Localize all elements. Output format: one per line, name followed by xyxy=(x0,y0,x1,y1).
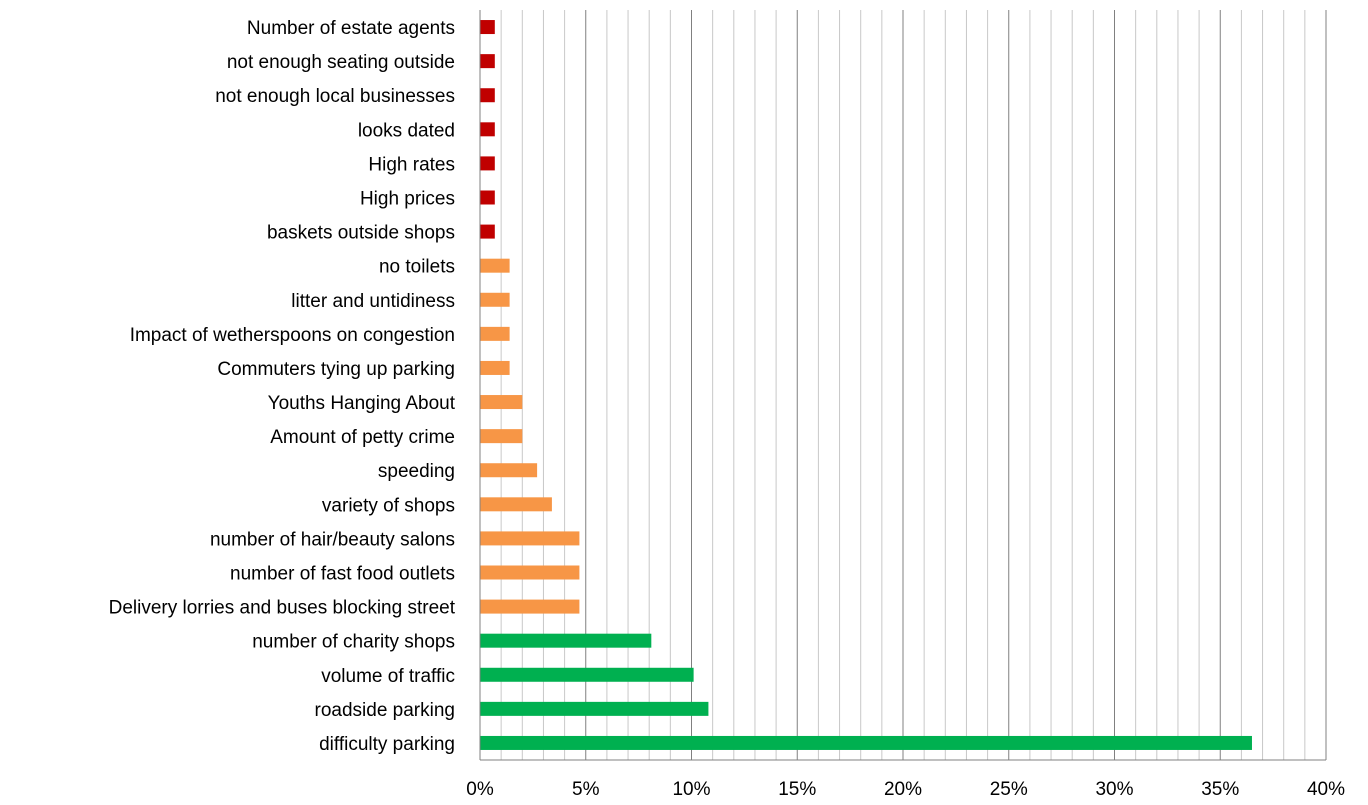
category-label: High prices xyxy=(360,189,455,210)
x-tick-label: 40% xyxy=(1307,779,1345,800)
bars xyxy=(480,20,1252,750)
bar-6 xyxy=(480,190,495,205)
category-label: baskets outside shops xyxy=(267,223,455,244)
bar-14 xyxy=(480,463,538,478)
bar-12 xyxy=(480,395,523,410)
category-label: speeding xyxy=(378,461,455,482)
x-tick-label: 20% xyxy=(884,779,922,800)
category-label: Delivery lorries and buses blocking stre… xyxy=(109,598,456,619)
bar-22 xyxy=(480,735,1252,750)
x-tick-label: 0% xyxy=(466,779,494,800)
category-label: volume of traffic xyxy=(321,666,455,687)
x-tick-labels: 0% 5% 10% 15% 20% 25% 30% 35% 40% xyxy=(466,779,1345,800)
bar-10 xyxy=(480,326,510,341)
category-label: Youths Hanging About xyxy=(268,393,456,414)
bar-5 xyxy=(480,156,495,171)
bar-17 xyxy=(480,565,580,580)
grid-lines xyxy=(500,10,1327,760)
category-label: variety of shops xyxy=(322,495,455,516)
category-label: Commuters tying up parking xyxy=(217,359,455,380)
bar-20 xyxy=(480,667,694,682)
category-label: Impact of wetherspoons on congestion xyxy=(130,325,455,346)
bar-4 xyxy=(480,122,495,137)
category-label: High rates xyxy=(368,154,455,175)
category-label: not enough seating outside xyxy=(227,52,455,73)
category-label: difficulty parking xyxy=(319,734,455,755)
category-label: no toilets xyxy=(379,257,455,278)
x-tick-label: 35% xyxy=(1201,779,1239,800)
category-label: Number of estate agents xyxy=(247,18,455,39)
x-tick-label: 30% xyxy=(1095,779,1133,800)
bar-11 xyxy=(480,360,510,375)
bar-2 xyxy=(480,54,495,69)
x-tick-label: 5% xyxy=(572,779,600,800)
bar-21 xyxy=(480,701,709,716)
bar-18 xyxy=(480,599,580,614)
category-label: litter and untidiness xyxy=(291,291,455,312)
x-tick-label: 10% xyxy=(672,779,710,800)
bar-15 xyxy=(480,497,552,512)
bar-19 xyxy=(480,633,652,648)
x-tick-label: 25% xyxy=(990,779,1028,800)
category-label: number of fast food outlets xyxy=(230,564,455,585)
bar-9 xyxy=(480,292,510,307)
category-label: number of charity shops xyxy=(252,632,455,653)
category-label: number of hair/beauty salons xyxy=(210,529,455,550)
bar-3 xyxy=(480,88,495,103)
category-label: Amount of petty crime xyxy=(270,427,455,448)
x-tick-label: 15% xyxy=(778,779,816,800)
category-label: looks dated xyxy=(358,120,455,141)
axes xyxy=(479,10,1326,761)
bar-1 xyxy=(480,20,495,35)
bar-16 xyxy=(480,531,580,546)
bar-8 xyxy=(480,258,510,273)
bar-13 xyxy=(480,429,523,444)
category-label: not enough local businesses xyxy=(215,86,455,107)
bar-7 xyxy=(480,224,495,239)
category-labels: Number of estate agents not enough seatin… xyxy=(109,18,456,755)
category-label: roadside parking xyxy=(315,700,455,721)
